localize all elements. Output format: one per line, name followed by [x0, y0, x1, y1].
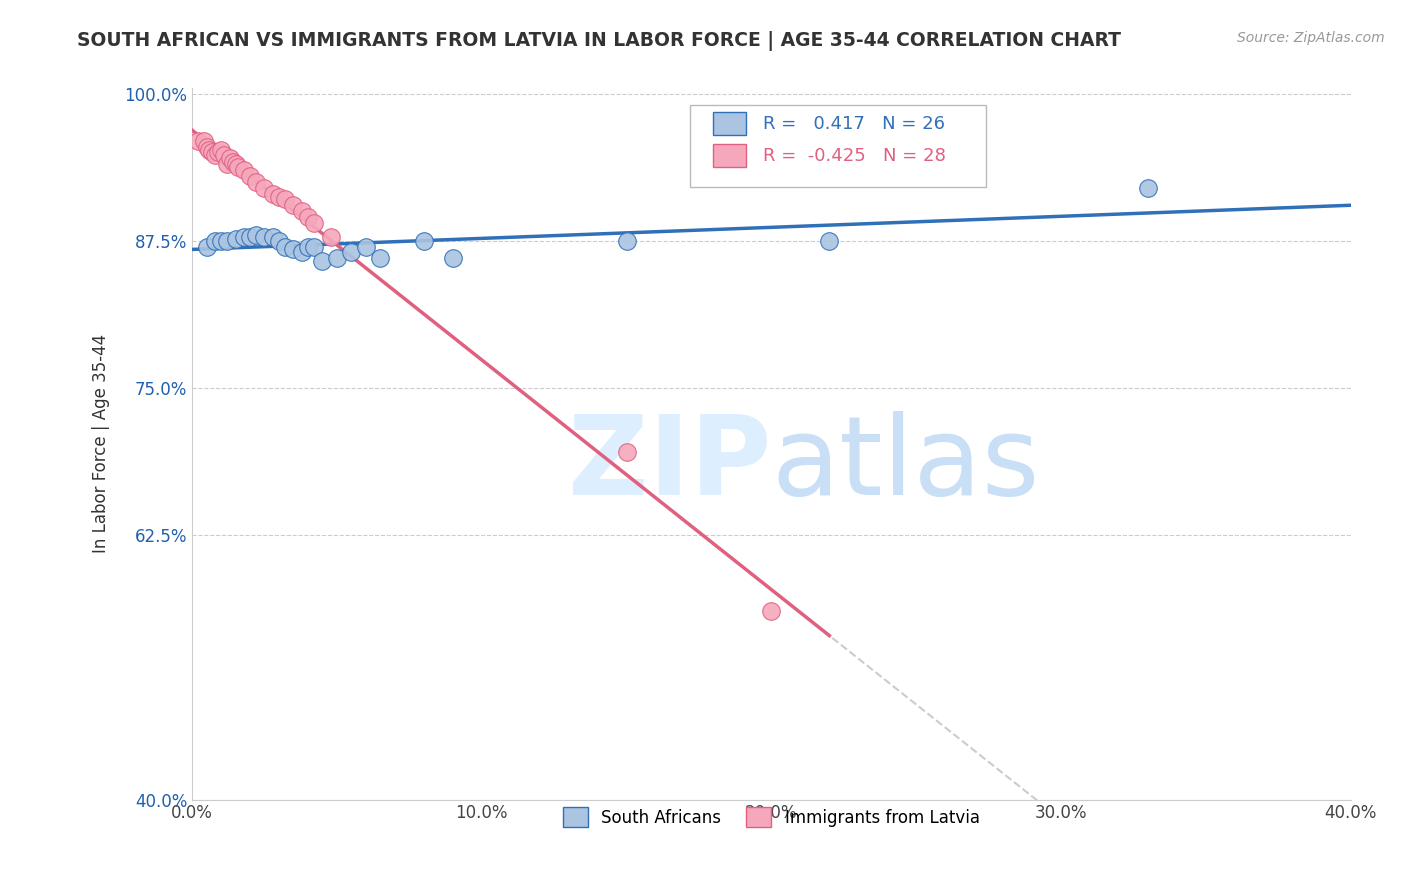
- Point: [209, 143, 232, 157]
- Point: [274, 239, 297, 253]
- Point: [245, 175, 267, 189]
- FancyBboxPatch shape: [713, 112, 747, 135]
- Point: [616, 234, 638, 248]
- Text: atlas: atlas: [772, 411, 1040, 518]
- Point: [225, 232, 247, 246]
- Point: [245, 227, 267, 242]
- Point: [818, 234, 841, 248]
- Point: [441, 252, 464, 266]
- Point: [195, 139, 218, 153]
- FancyBboxPatch shape: [713, 145, 747, 167]
- Point: [326, 252, 349, 266]
- Point: [215, 234, 238, 248]
- Text: ZIP: ZIP: [568, 411, 772, 518]
- Point: [195, 239, 218, 253]
- Point: [239, 169, 262, 183]
- Point: [204, 147, 226, 161]
- Point: [297, 239, 319, 253]
- Point: [283, 242, 305, 256]
- Point: [187, 134, 209, 148]
- Point: [239, 230, 262, 244]
- Text: Source: ZipAtlas.com: Source: ZipAtlas.com: [1237, 31, 1385, 45]
- Point: [215, 157, 238, 171]
- Point: [212, 147, 235, 161]
- Point: [228, 160, 250, 174]
- Point: [233, 163, 256, 178]
- Point: [291, 204, 314, 219]
- Text: R =   0.417   N = 26: R = 0.417 N = 26: [763, 115, 945, 133]
- Point: [321, 230, 343, 244]
- Point: [267, 190, 290, 204]
- Point: [412, 234, 434, 248]
- Point: [297, 210, 319, 224]
- Point: [233, 230, 256, 244]
- Point: [302, 216, 325, 230]
- Point: [340, 245, 363, 260]
- Point: [262, 186, 284, 201]
- Point: [291, 245, 314, 260]
- Point: [761, 604, 783, 618]
- Point: [201, 145, 224, 160]
- Point: [253, 180, 276, 194]
- FancyBboxPatch shape: [690, 105, 986, 187]
- Point: [354, 239, 377, 253]
- Point: [218, 151, 240, 165]
- Point: [283, 198, 305, 212]
- Point: [616, 445, 638, 459]
- Point: [1136, 180, 1159, 194]
- Point: [209, 234, 232, 248]
- Point: [207, 145, 229, 160]
- Point: [302, 239, 325, 253]
- Text: SOUTH AFRICAN VS IMMIGRANTS FROM LATVIA IN LABOR FORCE | AGE 35-44 CORRELATION C: SOUTH AFRICAN VS IMMIGRANTS FROM LATVIA …: [77, 31, 1122, 51]
- Point: [253, 230, 276, 244]
- Point: [267, 234, 290, 248]
- Point: [262, 230, 284, 244]
- Point: [274, 193, 297, 207]
- Point: [198, 143, 221, 157]
- Point: [225, 157, 247, 171]
- Legend: South Africans, Immigrants from Latvia: South Africans, Immigrants from Latvia: [557, 800, 987, 834]
- Point: [204, 234, 226, 248]
- Point: [370, 252, 392, 266]
- Point: [311, 253, 333, 268]
- Text: R =  -0.425   N = 28: R = -0.425 N = 28: [763, 146, 946, 165]
- Y-axis label: In Labor Force | Age 35-44: In Labor Force | Age 35-44: [93, 334, 110, 553]
- Point: [221, 154, 243, 169]
- Point: [193, 134, 215, 148]
